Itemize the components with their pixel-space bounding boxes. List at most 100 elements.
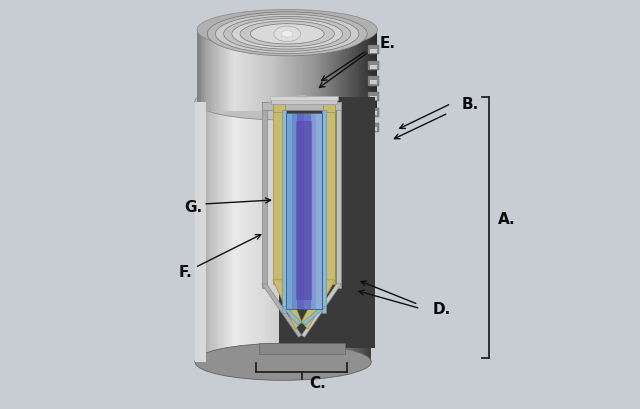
Bar [334,31,336,111]
Text: A.: A. [499,211,516,226]
Bar [271,102,273,362]
Bar [207,102,208,362]
Bar [222,31,224,111]
Bar [355,102,356,362]
Bar [335,102,336,362]
Bar [273,104,285,284]
Bar [280,102,282,362]
Bar [292,102,293,362]
Bar [339,31,341,111]
Bar [270,102,271,362]
Bar [266,31,268,111]
Bar [362,102,364,362]
Polygon shape [282,307,301,325]
Bar [273,104,285,112]
Bar [230,31,231,111]
Bar [262,102,267,288]
Bar [317,102,318,362]
Bar [343,31,345,111]
Bar [211,31,213,111]
Bar [312,102,314,362]
Bar [343,102,345,362]
Bar [199,102,201,362]
Bar [228,102,230,362]
Bar [262,31,264,111]
Bar [337,102,339,362]
Bar [337,102,341,288]
Bar [255,102,257,362]
Bar [365,102,367,362]
Bar [323,102,324,362]
Bar [195,102,205,362]
Bar [296,31,298,111]
Bar [370,128,378,132]
Bar [298,31,300,111]
Bar [370,102,371,362]
Bar [267,102,268,362]
Bar [369,93,379,102]
Bar [370,112,378,116]
Bar [314,31,316,111]
Bar [266,102,267,362]
Bar [339,102,340,362]
Bar [269,97,339,101]
Bar [321,31,323,111]
Bar [327,31,329,111]
Bar [268,102,270,362]
Bar [260,31,262,111]
Bar [347,31,349,111]
Ellipse shape [207,13,367,57]
Bar [213,31,215,111]
Bar [369,46,379,55]
Bar [300,31,301,111]
Bar [296,102,298,362]
Ellipse shape [274,27,301,43]
Bar [264,102,266,362]
Text: E.: E. [380,36,396,50]
Text: B.: B. [461,97,479,112]
Bar [321,102,323,362]
Bar [318,102,320,362]
Bar [199,31,200,111]
Bar [241,102,242,362]
Ellipse shape [223,17,351,52]
Bar [287,31,289,111]
Bar [325,31,327,111]
Bar [370,65,378,70]
Bar [324,102,326,362]
Bar [262,102,264,362]
Bar [368,102,370,362]
Bar [252,102,253,362]
Ellipse shape [250,25,324,45]
Bar [296,122,312,301]
Bar [336,102,337,362]
Bar [204,102,205,362]
Bar [224,31,226,111]
Bar [277,102,278,362]
Bar [329,31,330,111]
Bar [374,31,376,111]
Bar [259,344,344,354]
Bar [275,102,276,362]
Bar [323,104,335,112]
Bar [233,102,235,362]
Bar [268,31,269,111]
Bar [282,31,284,111]
Bar [200,31,202,111]
Bar [361,102,362,362]
Bar [330,31,332,111]
Bar [370,97,378,101]
Bar [333,102,335,362]
Bar [242,31,244,111]
Bar [372,31,374,111]
Bar [236,102,237,362]
Bar [352,31,354,111]
Bar [360,31,361,111]
Bar [198,102,199,362]
Bar [316,102,317,362]
Bar [291,31,292,111]
Bar [250,31,251,111]
Bar [231,31,233,111]
Bar [326,102,327,362]
Ellipse shape [232,20,342,50]
